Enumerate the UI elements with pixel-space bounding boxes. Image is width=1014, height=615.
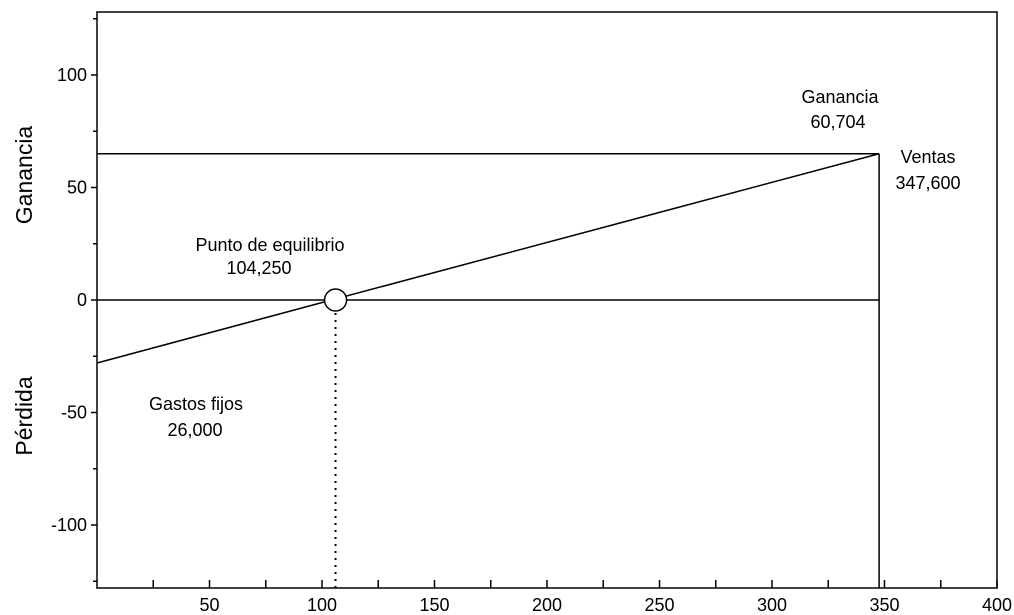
x-tick-label: 100 <box>307 595 337 615</box>
annotation-gastos-value: 26,000 <box>167 420 222 440</box>
y-tick-label: 50 <box>67 178 87 198</box>
y-tick-label: -100 <box>51 515 87 535</box>
series-line-profit <box>96 153 880 364</box>
x-tick-label: 250 <box>644 595 674 615</box>
y-axis-title-ganancia: Ganancia <box>11 126 37 225</box>
annotation-ventas-title: Ventas <box>900 147 955 167</box>
x-tick-label: 300 <box>757 595 787 615</box>
x-tick-label: 200 <box>532 595 562 615</box>
breakeven-marker <box>323 288 348 312</box>
annotation-ganancia-value: 60,704 <box>810 112 865 132</box>
x-tick-label: 150 <box>419 595 449 615</box>
annotation-gastos-title: Gastos fijos <box>149 394 243 414</box>
x-axis-ticks: 50 100 150 200 250 300 350 400 <box>152 580 1012 615</box>
x-tick-label: 400 <box>982 595 1012 615</box>
x-tick-label: 50 <box>199 595 219 615</box>
y-tick-label: 0 <box>77 290 87 310</box>
annotation-ventas-value: 347,600 <box>895 173 960 193</box>
annotation-breakeven-title: Punto de equilibrio <box>195 235 344 255</box>
y-tick-label: 100 <box>57 65 87 85</box>
y-tick-label: -50 <box>61 403 87 423</box>
annotation-ganancia-title: Ganancia <box>801 87 879 107</box>
annotation-breakeven-value: 104,250 <box>226 258 291 278</box>
x-tick-label: 350 <box>869 595 899 615</box>
y-axis-title-perdida: Pérdida <box>11 376 37 455</box>
y-axis-ticks: 100 50 0 -50 -100 <box>51 18 97 582</box>
